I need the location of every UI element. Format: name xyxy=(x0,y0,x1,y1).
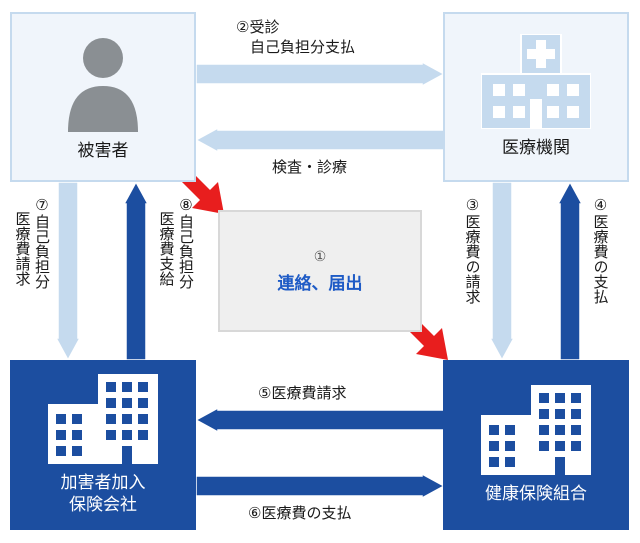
node-center: ① 連絡、届出 xyxy=(218,210,422,332)
node-hospital: 医療機関 xyxy=(443,12,629,182)
node-union-label: 健康保険組合 xyxy=(485,483,587,505)
center-num: ① xyxy=(314,248,327,265)
center-label: 連絡、届出 xyxy=(278,269,363,294)
label-exam: 検査・診療 xyxy=(272,158,347,178)
node-hospital-label: 医療機関 xyxy=(502,137,570,159)
arrow-e2 xyxy=(196,62,444,86)
arrow-e3 xyxy=(490,182,514,360)
node-union: 健康保険組合 xyxy=(443,360,629,530)
node-insurer-label: 加害者加入保険会社 xyxy=(61,472,146,516)
flowchart-canvas: 被害者 医療機関 xyxy=(0,0,640,543)
person-icon xyxy=(58,32,148,132)
building-icon xyxy=(48,374,158,464)
label-e7: ⑦自己負担分 医療費請求 xyxy=(12,196,51,352)
arrow-e6 xyxy=(196,474,444,498)
label-e5: ⑤医療費請求 xyxy=(258,384,346,404)
arrow-exam xyxy=(196,128,444,152)
arrow-e5 xyxy=(196,408,444,432)
arrow-e7 xyxy=(56,182,80,360)
label-e2: ②受診 自己負担分支払 xyxy=(236,18,355,57)
label-e6: ⑥医療費の支払 xyxy=(248,504,351,524)
building-icon xyxy=(481,385,591,475)
label-e8: ⑧自己負担分 医療費支給 xyxy=(156,196,195,352)
arrow-e8 xyxy=(124,182,148,360)
label-e4: ④医療費の支払 xyxy=(590,196,610,352)
hospital-icon xyxy=(481,34,591,129)
node-insurer: 加害者加入保険会社 xyxy=(10,360,196,530)
label-e3: ③医療費の請求 xyxy=(462,196,482,352)
node-victim: 被害者 xyxy=(10,12,196,182)
node-victim-label: 被害者 xyxy=(78,140,129,162)
arrow-e4 xyxy=(558,182,582,360)
